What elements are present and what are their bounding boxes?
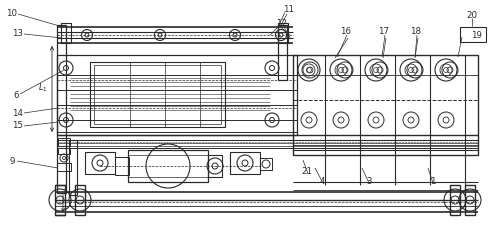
Text: 16: 16 <box>340 27 351 36</box>
Text: 11: 11 <box>283 5 294 14</box>
Bar <box>260 158 272 170</box>
Bar <box>58 148 70 154</box>
Bar <box>465 185 475 215</box>
Bar <box>230 152 260 174</box>
Bar <box>57 163 71 171</box>
Text: 12: 12 <box>276 20 287 29</box>
Text: 10: 10 <box>6 9 17 18</box>
Text: 17: 17 <box>378 27 389 36</box>
Bar <box>460 27 486 42</box>
Text: 13: 13 <box>12 29 23 38</box>
Bar <box>90 62 225 127</box>
Bar <box>115 157 129 175</box>
Text: 1: 1 <box>430 178 436 187</box>
Text: 20: 20 <box>466 11 477 20</box>
Bar <box>69 140 77 195</box>
Bar <box>85 152 115 174</box>
Bar <box>58 138 70 146</box>
Text: 9: 9 <box>10 157 15 166</box>
Text: 3: 3 <box>366 178 371 187</box>
Bar <box>450 185 460 215</box>
Bar <box>208 155 222 177</box>
Text: 15: 15 <box>12 122 23 130</box>
Bar <box>128 150 208 182</box>
Text: 19: 19 <box>471 31 482 40</box>
Bar <box>61 23 71 43</box>
Bar <box>55 185 65 215</box>
Text: 4: 4 <box>320 178 325 187</box>
Bar <box>75 185 85 215</box>
Text: $L_1$: $L_1$ <box>38 82 48 94</box>
Text: 14: 14 <box>12 108 23 117</box>
Bar <box>57 25 66 193</box>
Bar <box>278 23 288 43</box>
Text: 18: 18 <box>410 27 421 36</box>
Bar <box>94 65 221 124</box>
Text: 6: 6 <box>13 90 18 99</box>
Bar <box>278 25 287 80</box>
Text: 21: 21 <box>301 167 312 176</box>
Bar <box>57 55 297 135</box>
Bar <box>293 55 478 155</box>
